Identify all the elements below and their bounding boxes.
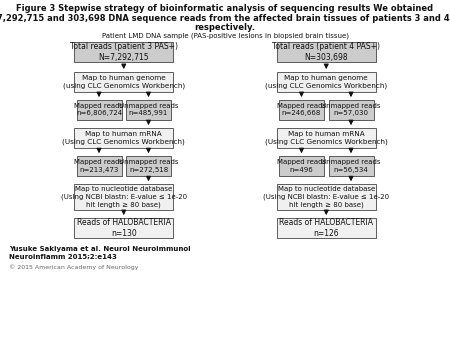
Text: Mapped reads
n=496: Mapped reads n=496 (277, 159, 326, 173)
Text: Mapped reads
n=6,806,724: Mapped reads n=6,806,724 (74, 103, 124, 117)
FancyBboxPatch shape (126, 156, 171, 176)
Text: 7,292,715 and 303,698 DNA sequence reads from the affected brain tissues of pati: 7,292,715 and 303,698 DNA sequence reads… (0, 14, 450, 23)
Text: Map to nucleotide database
(Using NCBI blastn: E-value ≤ 1e-20
hit length ≥ 80 b: Map to nucleotide database (Using NCBI b… (61, 186, 187, 208)
FancyBboxPatch shape (76, 100, 122, 120)
Text: Figure 3 Stepwise strategy of bioinformatic analysis of sequencing results We ob: Figure 3 Stepwise strategy of bioinforma… (17, 4, 433, 13)
FancyBboxPatch shape (277, 72, 376, 92)
Text: Total reads (patient 4 PAS+)
N=303,698: Total reads (patient 4 PAS+) N=303,698 (272, 42, 380, 62)
Text: Unmapped reads
n=56,534: Unmapped reads n=56,534 (321, 159, 381, 173)
FancyBboxPatch shape (277, 184, 376, 210)
Text: Unmapped reads
n=57,030: Unmapped reads n=57,030 (321, 103, 381, 117)
FancyBboxPatch shape (277, 128, 376, 148)
FancyBboxPatch shape (74, 128, 173, 148)
Text: Map to human mRNA
(Using CLC Genomics Workbench): Map to human mRNA (Using CLC Genomics Wo… (63, 131, 185, 145)
FancyBboxPatch shape (277, 42, 376, 62)
FancyBboxPatch shape (74, 42, 173, 62)
Text: Map to human mRNA
(Using CLC Genomics Workbench): Map to human mRNA (Using CLC Genomics Wo… (265, 131, 387, 145)
FancyBboxPatch shape (74, 218, 173, 238)
Text: Total reads (patient 3 PAS+)
N=7,292,715: Total reads (patient 3 PAS+) N=7,292,715 (70, 42, 178, 62)
FancyBboxPatch shape (76, 156, 122, 176)
Text: Reads of HALOBACTERIA
n=126: Reads of HALOBACTERIA n=126 (279, 218, 373, 238)
FancyBboxPatch shape (279, 156, 324, 176)
Text: Mapped reads
n=213,473: Mapped reads n=213,473 (74, 159, 124, 173)
Text: Reads of HALOBACTERIA
n=130: Reads of HALOBACTERIA n=130 (77, 218, 171, 238)
Text: Yusuke Sakiyama et al. Neurol Neuroimmunol
Neuroinflamm 2015;2:e143: Yusuke Sakiyama et al. Neurol Neuroimmun… (9, 246, 191, 260)
Text: Map to nucleotide database
(Using NCBI blastn: E-value ≤ 1e-20
hit length ≥ 80 b: Map to nucleotide database (Using NCBI b… (263, 186, 389, 208)
Text: respectively.: respectively. (194, 23, 256, 32)
FancyBboxPatch shape (277, 218, 376, 238)
FancyBboxPatch shape (328, 100, 374, 120)
Text: Patient LMD DNA sample (PAS-positive lesions in biopsied brain tissue): Patient LMD DNA sample (PAS-positive les… (102, 32, 348, 39)
Text: © 2015 American Academy of Neurology: © 2015 American Academy of Neurology (9, 265, 139, 270)
FancyBboxPatch shape (126, 100, 171, 120)
Text: Unmapped reads
n=272,518: Unmapped reads n=272,518 (119, 159, 178, 173)
FancyBboxPatch shape (74, 184, 173, 210)
Text: Map to human genome
(using CLC Genomics Workbench): Map to human genome (using CLC Genomics … (63, 75, 185, 89)
FancyBboxPatch shape (279, 100, 324, 120)
Text: Mapped reads
n=246,668: Mapped reads n=246,668 (277, 103, 326, 117)
Text: Unmapped reads
n=485,991: Unmapped reads n=485,991 (119, 103, 178, 117)
FancyBboxPatch shape (74, 72, 173, 92)
FancyBboxPatch shape (328, 156, 374, 176)
Text: Map to human genome
(using CLC Genomics Workbench): Map to human genome (using CLC Genomics … (265, 75, 387, 89)
